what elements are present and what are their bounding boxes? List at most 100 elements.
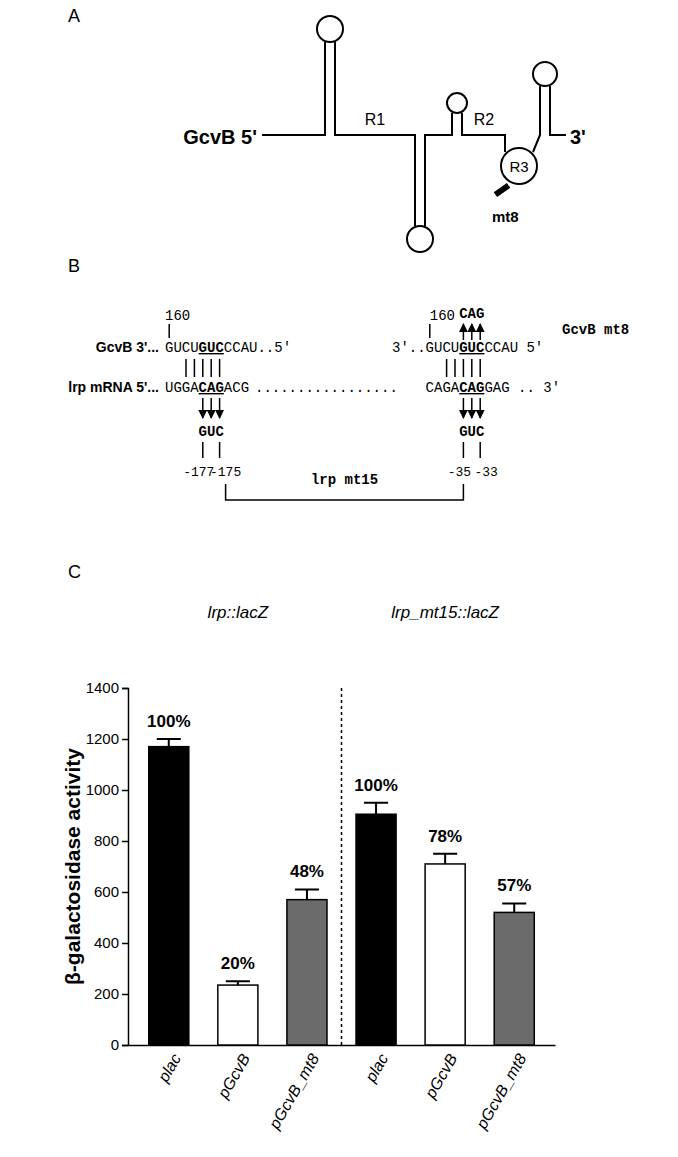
- tick-mark: [122, 739, 128, 741]
- base-pair: [210, 359, 212, 377]
- tick-label: pGcvB: [421, 1051, 460, 1102]
- tick: 1400: [86, 679, 128, 696]
- loop: [447, 93, 467, 113]
- position-tick: [168, 324, 170, 338]
- base-pair: [219, 359, 221, 377]
- tick-label: 1200: [86, 730, 119, 747]
- annotation: 100%: [354, 776, 397, 795]
- region-label: R1: [365, 111, 386, 128]
- panel-label: B: [68, 256, 80, 276]
- region-label: R3: [509, 158, 528, 175]
- base-pair: [202, 359, 204, 377]
- position-label: 160: [165, 308, 190, 324]
- arrow: [463, 324, 465, 340]
- tick-label: 1000: [86, 781, 119, 798]
- annotation: 20%: [221, 954, 255, 973]
- tick: 200: [94, 985, 128, 1002]
- bracket-label: lrp mt15: [311, 472, 378, 488]
- tick: 400: [94, 934, 128, 951]
- tick-label: pGcvB_mt8: [472, 1051, 529, 1133]
- sequence-part: GAG .. 3': [484, 380, 560, 396]
- loop: [407, 226, 433, 252]
- coordinate-tick: [479, 442, 481, 458]
- tick: 600: [94, 883, 128, 900]
- tick-label: 0: [111, 1036, 119, 1053]
- sequence-part: CAG: [199, 380, 224, 396]
- sequence-part: CAGA: [426, 380, 460, 396]
- tick-label: 600: [94, 883, 119, 900]
- coordinate-tick: [219, 442, 221, 458]
- tick-label: 400: [94, 934, 119, 951]
- gcvb-sequence: GUCUGUCCCAU..5': [165, 340, 291, 356]
- annotation: 48%: [290, 862, 324, 881]
- panel-label: C: [68, 562, 81, 582]
- axis-title: β-galactosidase activity: [61, 748, 84, 985]
- internal-loop: [501, 148, 537, 184]
- base-pair: [194, 359, 196, 377]
- gap-dots: .................: [255, 380, 398, 396]
- bar: [149, 747, 189, 1045]
- arrow: [202, 398, 204, 418]
- x-axis: plac pGcvB pGcvB_mt8 plac pGcvB pGcvB_mt8: [129, 1045, 556, 1133]
- annotation: 57%: [497, 876, 531, 895]
- mutation-label: mt8: [492, 208, 519, 225]
- base-pair: [463, 359, 465, 377]
- arrow: [463, 398, 465, 418]
- tick-label: plac: [361, 1051, 391, 1086]
- mutation-mark: [494, 183, 511, 197]
- tick: plac: [361, 1045, 391, 1086]
- tick: pGcvB_mt8: [265, 1045, 322, 1133]
- rna-label: GcvB 3'...: [96, 339, 159, 355]
- tick-mark: [122, 841, 128, 843]
- error-bar: [433, 854, 457, 864]
- coordinate-label: -33: [474, 465, 497, 480]
- position-label: 160: [430, 308, 455, 324]
- lrp-sequence: CAGACAGGAG .. 3': [426, 380, 560, 396]
- tick-mark: [122, 688, 128, 690]
- bars: [149, 739, 535, 1045]
- error-bar: [226, 981, 250, 985]
- gcvb-sequence: 3'..GUCUGUCCCAU 5': [392, 340, 543, 356]
- tick-label: 1400: [86, 679, 119, 696]
- error-bar: [157, 739, 181, 747]
- tick: pGcvB_mt8: [472, 1045, 529, 1133]
- arrow: [210, 398, 212, 418]
- lrp-sequence: UGGACAGACG: [165, 380, 249, 396]
- five-prime-label: GcvB 5': [183, 126, 257, 148]
- tick-label: 200: [94, 985, 119, 1002]
- base-pair: [446, 359, 448, 377]
- mutant-bases: CAG: [459, 306, 484, 322]
- tick-mark: [122, 994, 128, 996]
- mutant-bases: GUC: [199, 424, 225, 440]
- tick-mark: [122, 790, 128, 792]
- tick-label: 800: [94, 832, 119, 849]
- tick-label: plac: [154, 1051, 184, 1086]
- tick: pGcvB: [214, 1045, 253, 1102]
- position-tick: [429, 324, 431, 338]
- mutant-bases: GUC: [459, 424, 485, 440]
- coordinate-label: -35: [448, 465, 471, 480]
- tick: pGcvB: [421, 1045, 460, 1102]
- tick-mark: [122, 943, 128, 945]
- sequence-part: GUCU: [165, 340, 199, 356]
- tick-mark: [122, 1045, 128, 1047]
- tick-label: pGcvB: [214, 1051, 253, 1102]
- coordinate-tick: [463, 442, 465, 458]
- arrow: [471, 398, 473, 418]
- error-bar: [364, 803, 388, 814]
- axis-line: [122, 689, 129, 1046]
- sequence-part: UGGA: [165, 380, 199, 396]
- region-label: R2: [474, 111, 495, 128]
- arrow: [479, 324, 481, 340]
- group-label: lrp_mt15::lacZ: [391, 603, 499, 622]
- panel-b: B 160 GcvB 3'... lrp mRNA 5'... GUCUGUCCCAU.…: [68, 256, 629, 500]
- rna-label: lrp mRNA 5'...: [68, 379, 159, 395]
- arrow: [219, 398, 221, 418]
- coordinate-label: -175: [210, 465, 241, 480]
- panel-c: C 0 200 400 600 800 1000 1200 1400 plac pGcvB pGcvB…: [61, 562, 556, 1133]
- tick-label: pGcvB_mt8: [265, 1051, 322, 1133]
- base-pair: [479, 359, 481, 377]
- bar: [356, 814, 396, 1045]
- sequence-part: ACG: [224, 380, 249, 396]
- annotation: 100%: [147, 712, 190, 731]
